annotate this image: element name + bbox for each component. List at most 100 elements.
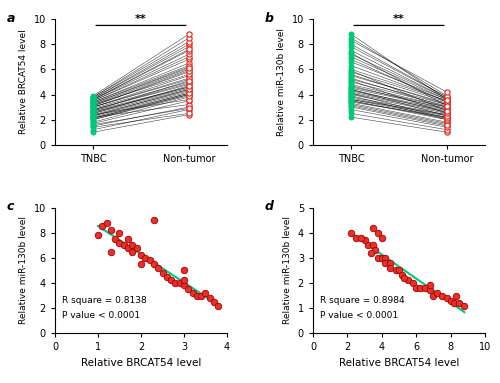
- Point: [98, 223, 106, 229]
- Point: [347, 90, 355, 97]
- Point: [443, 120, 451, 126]
- Point: [89, 122, 97, 128]
- Point: [409, 280, 417, 286]
- Point: [443, 94, 451, 100]
- Point: [347, 66, 355, 72]
- Point: [89, 120, 97, 126]
- Point: [443, 94, 451, 100]
- Point: [137, 261, 145, 267]
- Point: [146, 257, 154, 264]
- Point: [185, 56, 193, 62]
- Point: [371, 247, 379, 254]
- Point: [89, 110, 97, 116]
- Point: [197, 293, 205, 299]
- Point: [206, 295, 214, 301]
- Point: [443, 110, 451, 116]
- Point: [185, 54, 193, 60]
- Point: [89, 95, 97, 101]
- Point: [443, 295, 451, 301]
- Point: [185, 106, 193, 113]
- Text: P value < 0.0001: P value < 0.0001: [62, 311, 140, 320]
- Point: [185, 65, 193, 71]
- Point: [107, 227, 115, 233]
- Point: [89, 109, 97, 115]
- Point: [185, 93, 193, 99]
- Point: [89, 109, 97, 115]
- Text: c: c: [7, 200, 14, 213]
- Point: [89, 106, 97, 113]
- Text: d: d: [265, 200, 274, 213]
- Point: [185, 64, 193, 70]
- Point: [185, 69, 193, 75]
- Point: [89, 115, 97, 121]
- Point: [94, 232, 102, 238]
- Point: [392, 267, 400, 273]
- Point: [364, 242, 372, 248]
- Point: [443, 103, 451, 109]
- Point: [347, 51, 355, 57]
- Point: [185, 76, 193, 82]
- Point: [185, 80, 193, 86]
- Point: [446, 298, 454, 304]
- Point: [443, 122, 451, 128]
- Point: [116, 230, 124, 236]
- Point: [450, 300, 458, 306]
- Point: [185, 84, 193, 90]
- Point: [89, 104, 97, 110]
- Point: [185, 111, 193, 118]
- Point: [185, 83, 193, 89]
- Point: [443, 95, 451, 101]
- Point: [214, 303, 222, 309]
- Point: [185, 85, 193, 91]
- Point: [89, 104, 97, 110]
- Point: [347, 56, 355, 62]
- Point: [347, 41, 355, 47]
- Point: [89, 116, 97, 123]
- Point: [443, 104, 451, 110]
- Point: [421, 285, 429, 291]
- Point: [150, 261, 158, 267]
- Point: [452, 293, 460, 299]
- Point: [347, 103, 355, 109]
- Text: a: a: [7, 11, 15, 25]
- Point: [89, 98, 97, 104]
- Point: [347, 78, 355, 84]
- Point: [347, 82, 355, 88]
- Point: [172, 280, 179, 286]
- Point: [443, 104, 451, 110]
- Point: [369, 242, 377, 248]
- Point: [347, 114, 355, 120]
- Point: [185, 51, 193, 57]
- Point: [89, 99, 97, 105]
- Point: [386, 265, 394, 271]
- Point: [404, 277, 411, 283]
- Y-axis label: Relative miR-130b level: Relative miR-130b level: [277, 28, 286, 136]
- Point: [426, 282, 434, 288]
- Point: [180, 282, 188, 288]
- Point: [185, 92, 193, 98]
- Point: [89, 129, 97, 135]
- Point: [154, 265, 162, 271]
- Point: [210, 299, 218, 305]
- Point: [347, 88, 355, 94]
- Point: [185, 62, 193, 69]
- Point: [443, 106, 451, 113]
- Point: [443, 93, 451, 99]
- Point: [185, 41, 193, 47]
- Point: [89, 123, 97, 129]
- Point: [89, 95, 97, 101]
- Point: [368, 250, 376, 256]
- Point: [347, 94, 355, 100]
- Point: [185, 35, 193, 41]
- Point: [185, 87, 193, 93]
- Point: [185, 66, 193, 72]
- Point: [185, 84, 193, 90]
- Point: [369, 224, 377, 231]
- Text: **: **: [393, 13, 405, 23]
- Point: [185, 73, 193, 79]
- Point: [347, 89, 355, 95]
- Point: [89, 103, 97, 109]
- Point: [185, 110, 193, 116]
- Point: [443, 111, 451, 118]
- Point: [89, 108, 97, 114]
